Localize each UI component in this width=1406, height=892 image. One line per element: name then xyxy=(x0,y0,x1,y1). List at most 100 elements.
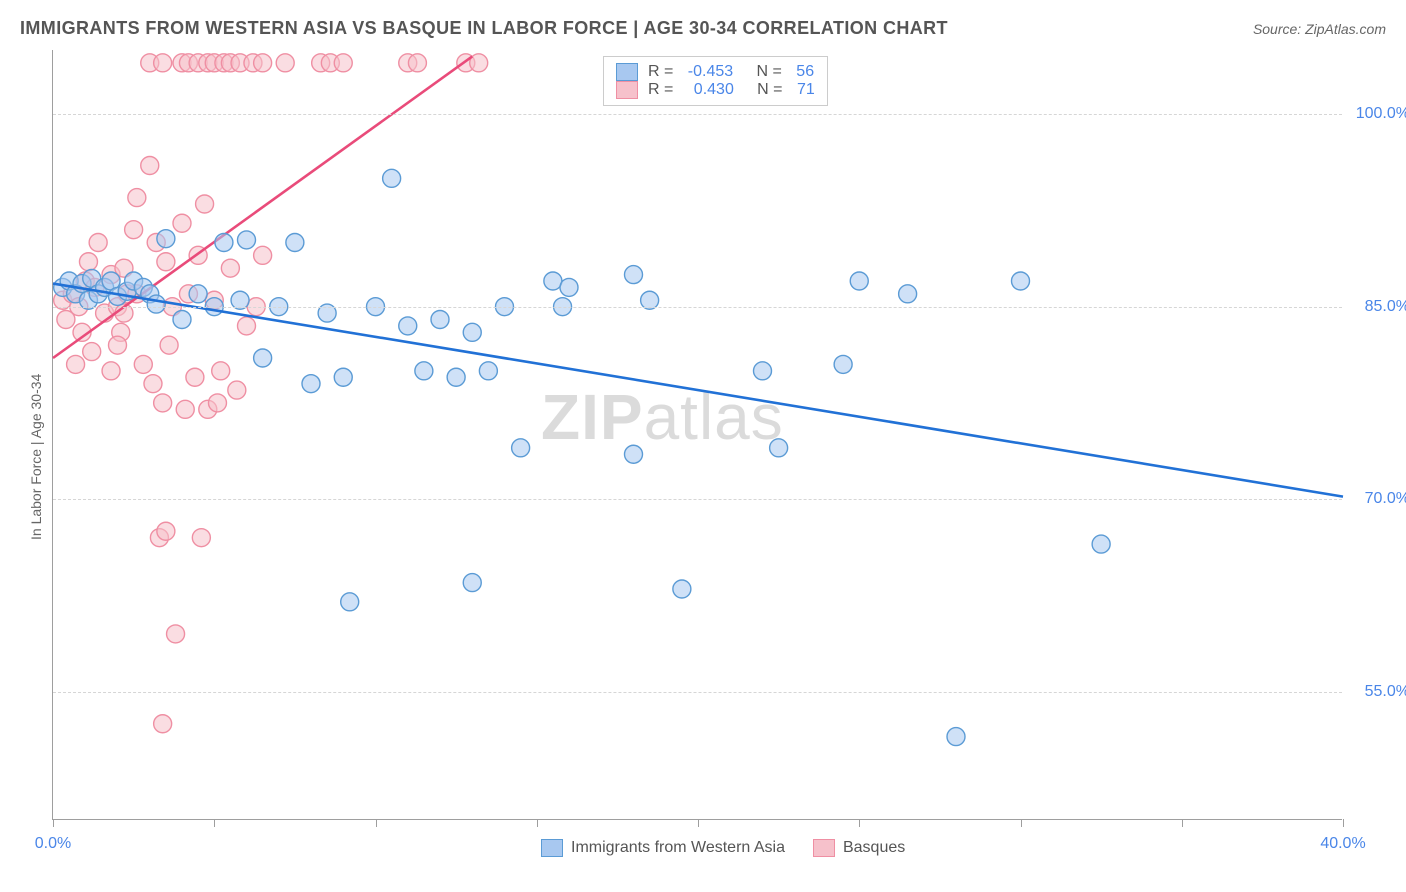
data-point xyxy=(192,529,210,547)
data-point xyxy=(1012,272,1030,290)
data-point xyxy=(154,715,172,733)
legend-label-pink: Basques xyxy=(843,839,905,857)
data-point xyxy=(254,349,272,367)
data-point xyxy=(134,355,152,373)
data-point xyxy=(850,272,868,290)
legend-pink-n: 71 xyxy=(797,81,815,99)
data-point xyxy=(67,355,85,373)
data-point xyxy=(157,522,175,540)
data-point xyxy=(221,259,239,277)
legend-r-label: R = xyxy=(648,63,678,81)
y-tick-label: 70.0% xyxy=(1350,490,1406,508)
chart-title: IMMIGRANTS FROM WESTERN ASIA VS BASQUE I… xyxy=(20,18,948,39)
data-point xyxy=(415,362,433,380)
data-point xyxy=(238,317,256,335)
legend-pink-r: 0.430 xyxy=(688,81,734,99)
legend-item-blue: Immigrants from Western Asia xyxy=(541,839,785,857)
source-label: Source: ZipAtlas.com xyxy=(1253,21,1386,37)
data-point xyxy=(208,394,226,412)
data-point xyxy=(512,439,530,457)
data-point xyxy=(109,336,127,354)
data-point xyxy=(160,336,178,354)
legend-swatch-pink xyxy=(616,81,638,99)
data-point xyxy=(341,593,359,611)
data-point xyxy=(83,343,101,361)
legend-n-label: N = xyxy=(744,81,787,99)
data-point xyxy=(186,368,204,386)
data-point xyxy=(173,214,191,232)
series-legend: Immigrants from Western Asia Basques xyxy=(541,839,905,857)
data-point xyxy=(834,355,852,373)
data-point xyxy=(463,574,481,592)
legend-row-pink: R = 0.430 N = 71 xyxy=(616,81,815,99)
data-point xyxy=(128,189,146,207)
data-point xyxy=(154,394,172,412)
data-point xyxy=(215,234,233,252)
data-point xyxy=(189,285,207,303)
gridline-horizontal xyxy=(53,307,1342,308)
data-point xyxy=(625,445,643,463)
data-point xyxy=(286,234,304,252)
x-tick-label: 40.0% xyxy=(1320,835,1365,853)
data-point xyxy=(431,311,449,329)
data-point xyxy=(408,54,426,72)
data-point xyxy=(470,54,488,72)
legend-swatch-pink xyxy=(813,839,835,857)
gridline-horizontal xyxy=(53,114,1342,115)
y-tick-label: 85.0% xyxy=(1350,298,1406,316)
x-tick xyxy=(1021,819,1022,827)
legend-r-label: R = xyxy=(648,81,678,99)
data-point xyxy=(899,285,917,303)
data-point xyxy=(125,221,143,239)
gridline-horizontal xyxy=(53,499,1342,500)
x-tick-label: 0.0% xyxy=(35,835,71,853)
plot-area: ZIPatlas R = -0.453 N = 56 R = 0.430 N =… xyxy=(52,50,1342,820)
y-tick-label: 55.0% xyxy=(1350,683,1406,701)
legend-blue-n: 56 xyxy=(796,63,814,81)
data-point xyxy=(334,368,352,386)
data-point xyxy=(89,234,107,252)
legend-row-blue: R = -0.453 N = 56 xyxy=(616,63,815,81)
data-point xyxy=(144,375,162,393)
data-point xyxy=(399,317,417,335)
data-point xyxy=(447,368,465,386)
legend-blue-r: -0.453 xyxy=(688,63,733,81)
data-point xyxy=(157,230,175,248)
data-point xyxy=(276,54,294,72)
legend-swatch-blue xyxy=(541,839,563,857)
legend-label-blue: Immigrants from Western Asia xyxy=(571,839,785,857)
data-point xyxy=(463,323,481,341)
data-point xyxy=(544,272,562,290)
data-point xyxy=(383,169,401,187)
correlation-legend: R = -0.453 N = 56 R = 0.430 N = 71 xyxy=(603,56,828,106)
data-point xyxy=(102,362,120,380)
data-point xyxy=(254,54,272,72)
data-point xyxy=(173,311,191,329)
x-tick xyxy=(1182,819,1183,827)
data-point xyxy=(254,246,272,264)
x-tick xyxy=(53,819,54,827)
data-point xyxy=(334,54,352,72)
data-point xyxy=(147,295,165,313)
legend-item-pink: Basques xyxy=(813,839,905,857)
data-point xyxy=(228,381,246,399)
legend-n-label: N = xyxy=(743,63,786,81)
x-tick xyxy=(214,819,215,827)
data-point xyxy=(560,278,578,296)
y-tick-label: 100.0% xyxy=(1350,105,1406,123)
data-point xyxy=(754,362,772,380)
gridline-horizontal xyxy=(53,692,1342,693)
data-point xyxy=(176,400,194,418)
data-point xyxy=(212,362,230,380)
x-tick xyxy=(1343,819,1344,827)
data-point xyxy=(947,728,965,746)
data-point xyxy=(770,439,788,457)
data-point xyxy=(625,266,643,284)
data-point xyxy=(79,253,97,271)
x-tick xyxy=(698,819,699,827)
data-point xyxy=(154,54,172,72)
x-tick xyxy=(376,819,377,827)
data-point xyxy=(673,580,691,598)
data-point xyxy=(141,157,159,175)
data-point xyxy=(479,362,497,380)
